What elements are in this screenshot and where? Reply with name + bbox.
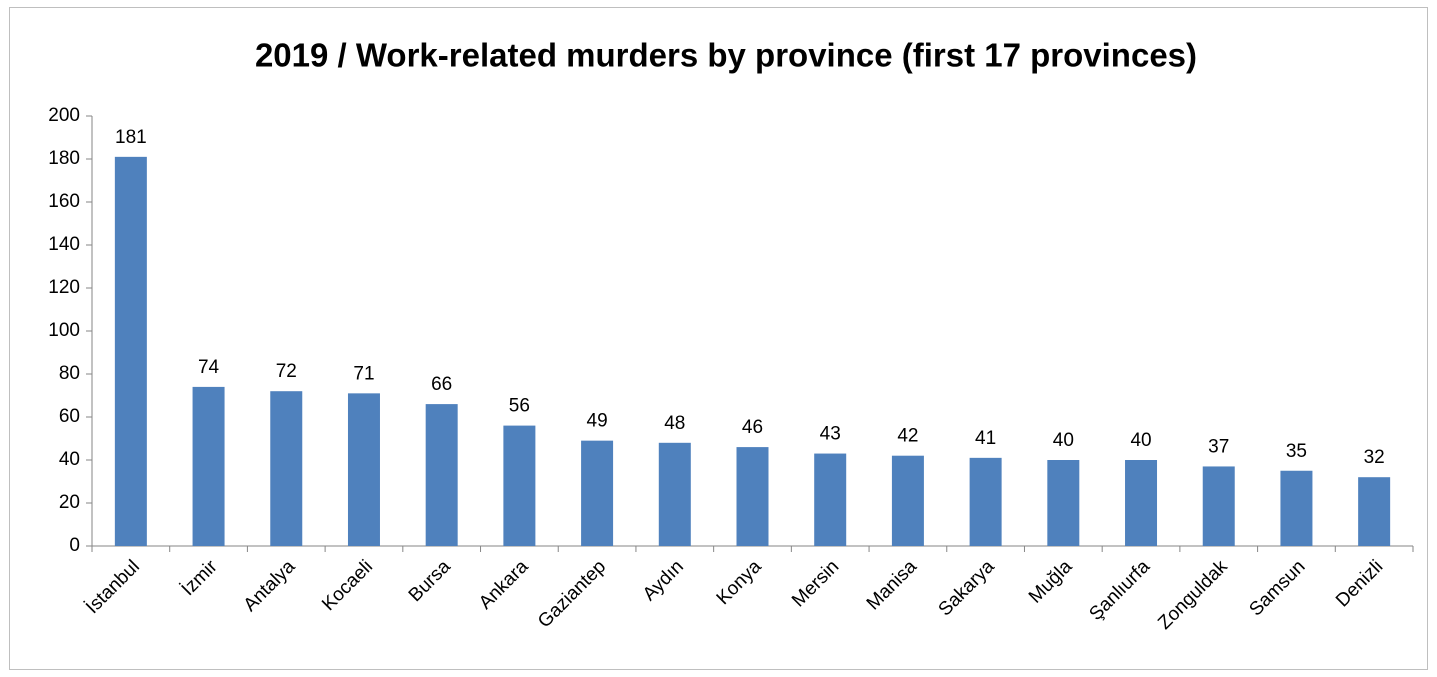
bar (969, 457, 1002, 546)
bar (425, 404, 458, 546)
data-label: 48 (664, 413, 685, 434)
bar (1358, 477, 1391, 546)
data-label: 40 (1053, 430, 1074, 451)
bar (1047, 460, 1080, 546)
data-label: 37 (1208, 436, 1229, 457)
y-tick-label: 0 (69, 535, 80, 556)
y-tick-label: 160 (48, 191, 80, 212)
data-label: 56 (509, 396, 530, 417)
y-tick-label: 140 (48, 234, 80, 255)
y-tick-label: 100 (48, 320, 80, 341)
y-tick-label: 120 (48, 277, 80, 298)
data-label: 181 (115, 127, 147, 148)
y-tick-label: 80 (59, 363, 80, 384)
y-tick-label: 180 (48, 148, 80, 169)
chart-title: 2019 / Work-related murders by province … (255, 37, 1197, 74)
data-label: 40 (1130, 430, 1151, 451)
y-tick-label: 60 (59, 406, 80, 427)
y-tick-label: 20 (59, 492, 80, 513)
bar (192, 386, 225, 546)
data-label: 41 (975, 428, 996, 449)
data-label: 71 (353, 363, 374, 384)
data-label: 32 (1364, 447, 1385, 468)
y-tick-label: 40 (59, 449, 80, 470)
bar (736, 447, 769, 546)
bar (658, 442, 691, 546)
bar (891, 455, 924, 546)
bar (270, 391, 303, 546)
chart-frame (9, 7, 1428, 670)
bar (347, 393, 380, 546)
data-label: 72 (276, 361, 297, 382)
bar (1280, 470, 1313, 546)
bar (1202, 466, 1235, 546)
data-label: 49 (587, 411, 608, 432)
data-label: 46 (742, 417, 763, 438)
bar (1125, 460, 1158, 546)
data-label: 66 (431, 374, 452, 395)
y-tick-label: 200 (48, 105, 80, 126)
bar (814, 453, 847, 546)
data-label: 43 (820, 424, 841, 445)
bar (114, 156, 147, 546)
bar (581, 440, 614, 546)
data-label: 35 (1286, 441, 1307, 462)
data-label: 42 (897, 426, 918, 447)
bar (503, 425, 536, 546)
data-label: 74 (198, 357, 220, 378)
